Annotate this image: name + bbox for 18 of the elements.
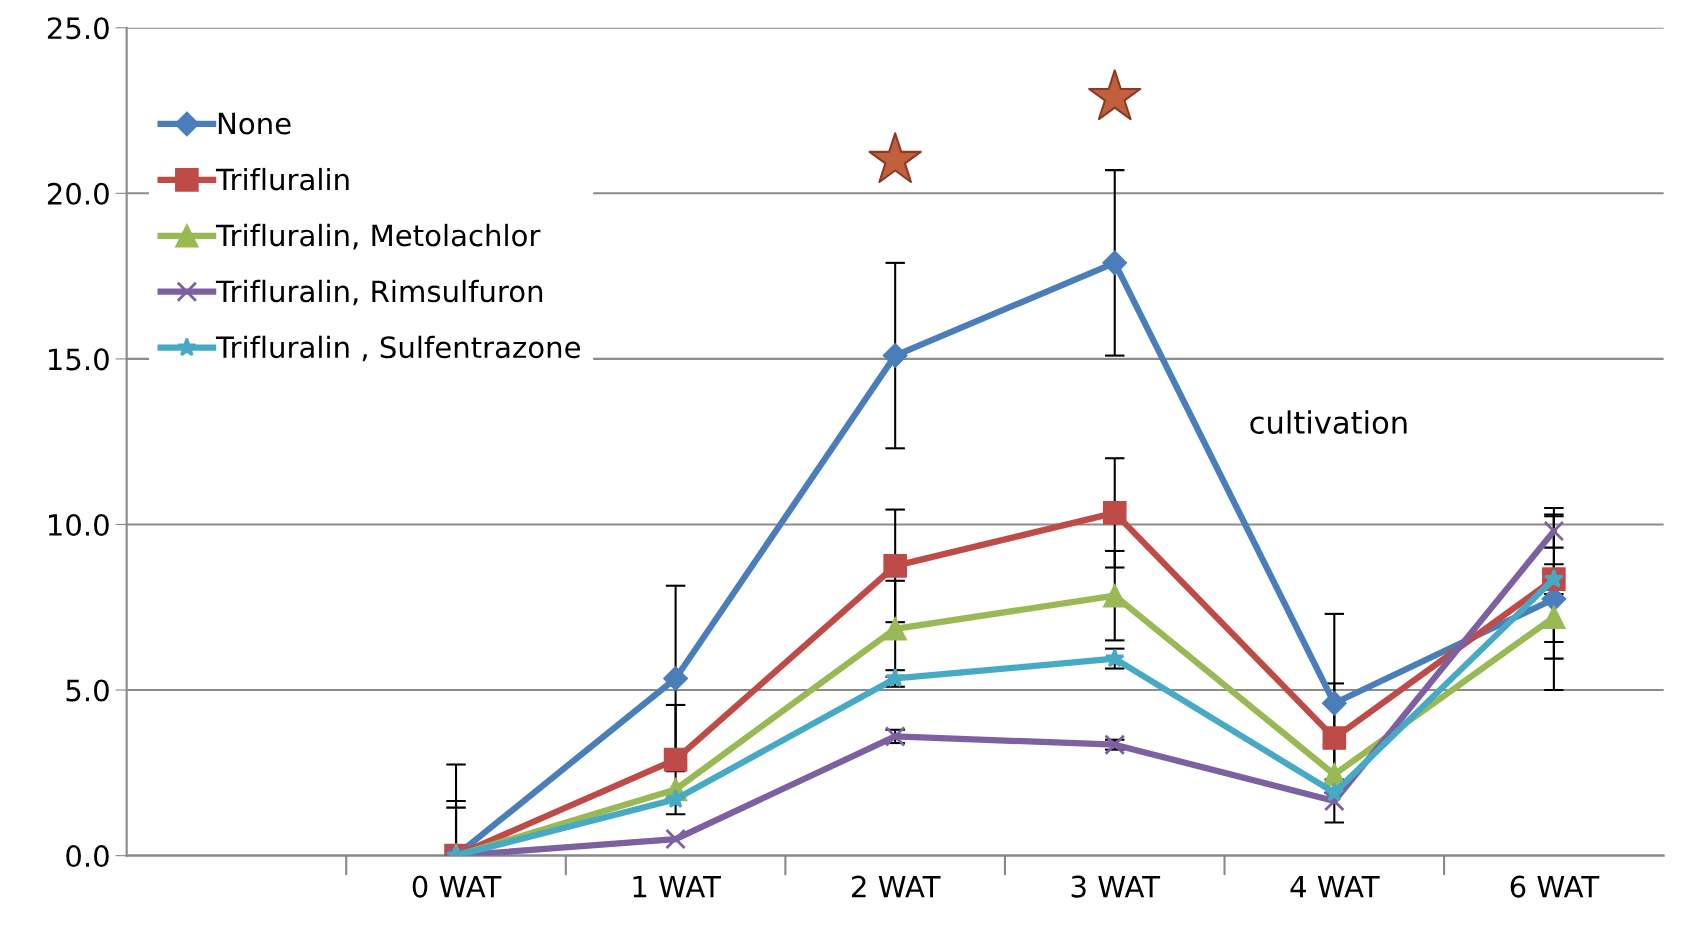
x-tick-label: 1 WAT (633, 875, 721, 898)
y-tick-label: 10.0 (48, 513, 109, 536)
x-tick-label: 2 WAT (852, 875, 941, 898)
y-tick-label: 0.0 (66, 845, 109, 868)
annotation: cultivation (1250, 410, 1407, 434)
x-tick-label: 0 WAT (412, 875, 502, 898)
y-tick-label: 25.0 (47, 17, 109, 40)
legend-label: Trifluralin , Sulfentrazone (215, 335, 580, 362)
x-tick-label: 4 WAT (1290, 875, 1380, 898)
y-tick-label: 15.0 (48, 348, 109, 371)
x-tick-label: 3 WAT (1071, 875, 1161, 898)
legend-label: Trifluralin (215, 167, 349, 191)
x-tick-label: 6 WAT (1510, 875, 1600, 898)
legend-label: Trifluralin, Rimsulfuron (215, 279, 543, 306)
legend-label: None (218, 112, 291, 135)
y-tick-label: 20.0 (47, 182, 109, 205)
legend-label: Trifluralin, Metolachlor (215, 223, 541, 250)
y-tick-label: 5.0 (66, 679, 109, 702)
